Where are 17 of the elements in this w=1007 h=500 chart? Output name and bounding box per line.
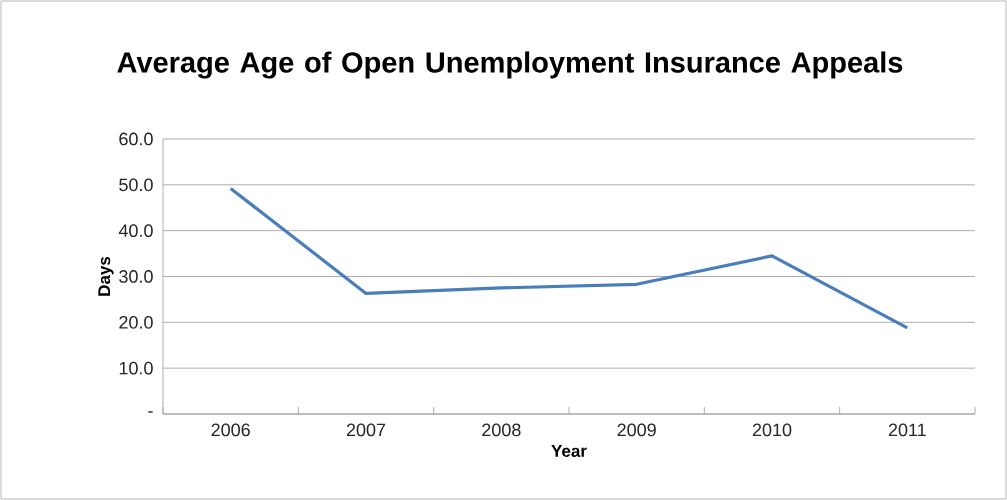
y-tick-label: 50.0 [119,178,153,192]
chart-title: Average Age of Open Unemployment Insurance Appeals [117,51,903,79]
x-tick-label: 2009 [617,423,656,437]
y-tick-label: 60.0 [119,132,153,146]
line-series [229,186,909,330]
x-tick-label: 2011 [888,423,926,437]
x-tick-label: 2010 [752,423,792,437]
y-tick-label: 30.0 [119,270,153,283]
y-tick-label: 20.0 [119,315,153,329]
x-tick-label: 2006 [211,423,250,437]
y-tick-label: 10.0 [119,361,153,375]
y-tick-label: - [148,411,153,413]
y-tick-label: 40.0 [118,224,153,238]
x-axis-title: Year [551,445,587,457]
y-axis-title: Days [98,256,114,296]
x-tick-label: 2008 [482,423,521,437]
x-tick-label: 2007 [346,423,386,437]
